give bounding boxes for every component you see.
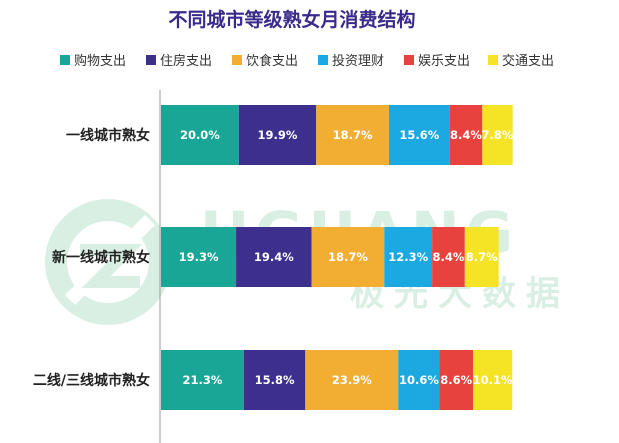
data-label-2-4: 12.3% — [388, 250, 428, 264]
bars-group: 20.0% 19.9% 18.7% 15.6% 8.4% 7.8%19.3% 19.4% 18… — [161, 105, 514, 410]
data-label-3-4: 10.6% — [399, 373, 439, 387]
bar-segment-3-3 — [305, 350, 399, 410]
legend-swatch-5 — [404, 55, 414, 65]
data-label-3-2: 15.8% — [255, 373, 295, 387]
data-label-1-1: 20.0% — [180, 128, 220, 142]
data-label-2-2: 19.4% — [254, 250, 294, 264]
data-label-1-4: 15.6% — [399, 128, 439, 142]
legend-swatch-2 — [146, 55, 156, 65]
legend-swatch-6 — [488, 55, 498, 65]
legend-swatch-4 — [318, 55, 328, 65]
data-label-1-3: 18.7% — [333, 128, 373, 142]
legend-label-5: 娱乐支出 — [418, 54, 470, 69]
bar-segment-3-4 — [398, 350, 440, 410]
legend-label-4: 投资理财 — [332, 53, 384, 69]
bar-segment-1-5 — [449, 105, 483, 165]
legend-label-2: 住房支出 — [160, 53, 212, 69]
bar-segment-1-1 — [161, 105, 239, 165]
data-label-2-6: 8.7% — [466, 250, 498, 264]
bar-row-3: 21.3% 15.8% 23.9% 10.6% 8.6% 10.1% — [161, 350, 513, 410]
legend-item-2: 住房支出 — [146, 53, 212, 69]
bar-segment-1-6 — [482, 105, 513, 165]
bar-row-2: 19.3% 19.4% 18.7% 12.3% 8.4% 8.7% — [161, 227, 499, 287]
legend-item-5: 娱乐支出 — [404, 54, 470, 69]
data-label-2-3: 18.7% — [328, 250, 368, 264]
data-label-1-5: 8.4% — [450, 128, 482, 142]
bar-segment-3-6 — [472, 350, 513, 410]
legend-item-3: 饮食支出 — [232, 53, 298, 69]
legend-item-6: 交通支出 — [488, 53, 554, 69]
legend-item-4: 投资理财 — [318, 53, 384, 69]
data-label-1-6: 7.8% — [482, 128, 514, 142]
bar-segment-2-1 — [161, 227, 237, 287]
category-label-2: 新一线城市熟女 — [52, 249, 150, 266]
bar-segment-3-2 — [243, 350, 306, 410]
data-label-3-6: 10.1% — [473, 373, 513, 387]
bar-segment-2-2 — [236, 227, 312, 287]
category-label-3: 二线/三线城市熟女 — [33, 372, 150, 389]
data-label-3-3: 23.9% — [332, 373, 372, 387]
bar-segment-1-4 — [388, 105, 450, 165]
data-label-2-5: 8.4% — [433, 250, 465, 264]
data-label-3-5: 8.6% — [440, 373, 472, 387]
data-label-3-1: 21.3% — [182, 373, 222, 387]
legend-label-6: 交通支出 — [502, 53, 554, 69]
bar-segment-3-5 — [439, 350, 473, 410]
legend-label-3: 饮食支出 — [246, 53, 298, 69]
chart-title: 不同城市等级熟女月消费结构 — [168, 8, 415, 31]
bar-segment-2-6 — [464, 227, 499, 287]
bar-segment-2-5 — [432, 227, 465, 287]
bar-segment-3-1 — [161, 350, 244, 410]
bar-segment-2-4 — [384, 227, 433, 287]
bar-segment-2-3 — [311, 227, 385, 287]
category-label-1: 一线城市熟女 — [66, 127, 150, 144]
legend-item-1: 购物支出 — [60, 53, 126, 69]
data-label-1-2: 19.9% — [258, 128, 298, 142]
data-label-2-1: 19.3% — [179, 250, 219, 264]
legend-swatch-1 — [60, 55, 70, 65]
bar-segment-1-3 — [316, 105, 389, 165]
legend-label-1: 购物支出 — [74, 53, 126, 69]
legend: 购物支出 住房支出 饮食支出 投资理财 娱乐支出 交通支出 — [60, 53, 554, 69]
bar-row-1: 20.0% 19.9% 18.7% 15.6% 8.4% 7.8% — [161, 105, 514, 165]
legend-swatch-3 — [232, 55, 242, 65]
bar-segment-1-2 — [238, 105, 317, 165]
